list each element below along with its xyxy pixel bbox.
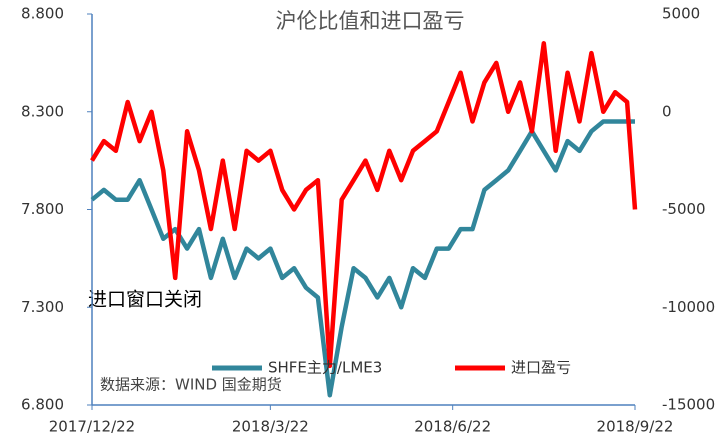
y-tick-label: 8.800	[21, 5, 64, 23]
y-tick-label: 7.300	[21, 298, 64, 316]
y2-tick-label: -5000	[662, 200, 706, 218]
x-tick-label: 2018/6/22	[414, 418, 491, 436]
x-tick-label: 2018/3/22	[232, 418, 309, 436]
chart-title: 沪伦比值和进口盈亏	[276, 9, 465, 33]
y-tick-label: 8.300	[21, 102, 64, 120]
source-note: 数据来源：WIND 国金期货	[100, 376, 282, 394]
series-line	[90, 41, 638, 369]
series-line	[90, 119, 635, 398]
y2-tick-label: 5000	[662, 5, 700, 23]
y2-tick-label: -15000	[662, 396, 715, 414]
x-tick-label: 2017/12/22	[49, 418, 135, 436]
legend-label: 进口盈亏	[511, 359, 571, 377]
y2-tick-label: -10000	[662, 298, 715, 316]
legend-label: SHFE主力/LME3	[268, 359, 382, 377]
annotation: 进口窗口关闭	[88, 289, 202, 311]
y2-tick-label: 0	[662, 102, 672, 120]
x-tick-label: 2018/9/22	[597, 418, 674, 436]
y-tick-label: 6.800	[21, 396, 64, 414]
y-tick-label: 7.800	[21, 200, 64, 218]
